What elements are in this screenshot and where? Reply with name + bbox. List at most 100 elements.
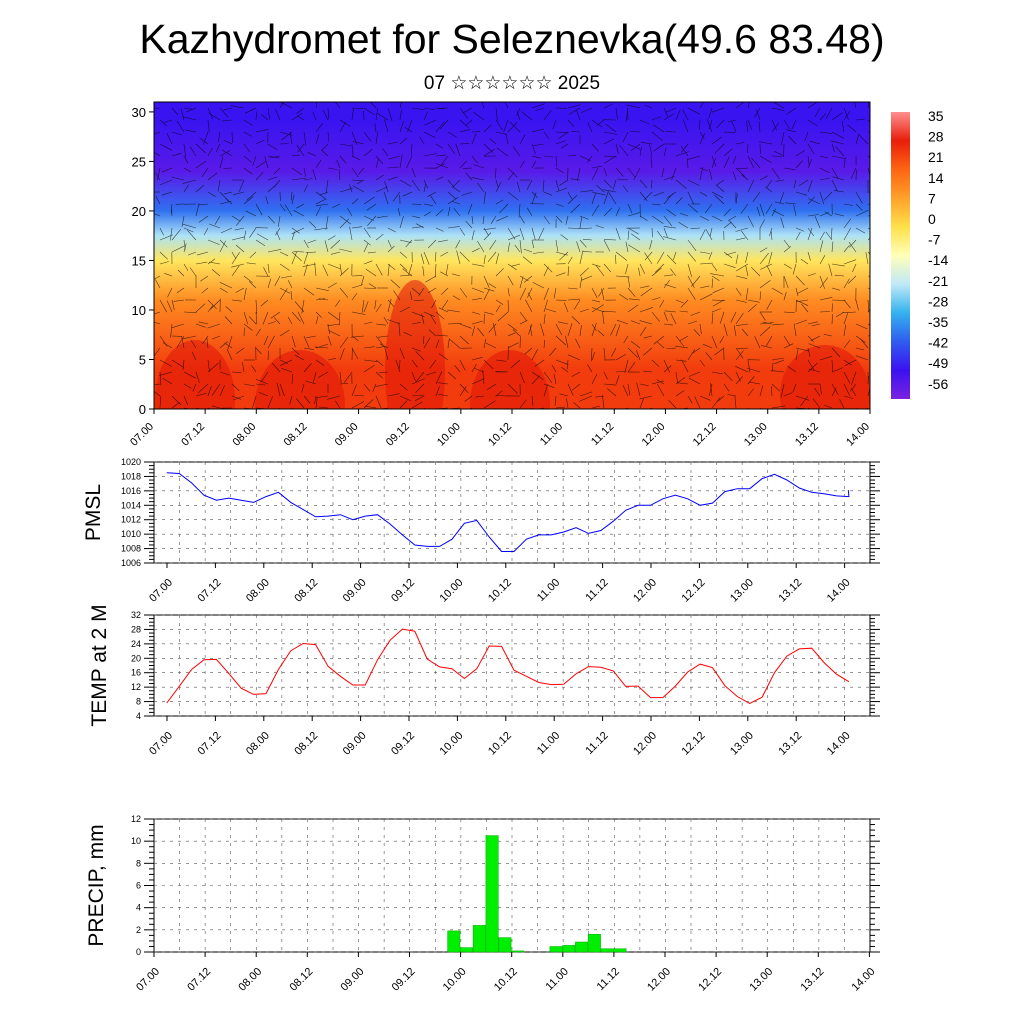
wind-barb: [563, 302, 569, 313]
wind-barb: [167, 287, 173, 298]
wind-barb: [351, 167, 359, 178]
wind-barb: [176, 335, 185, 348]
wind-barb: [330, 239, 341, 249]
wind-barb: [375, 395, 382, 409]
wind-barb: [303, 363, 312, 373]
wind-barb: [183, 371, 196, 379]
wind-barb: [855, 209, 869, 217]
wind-barb: [766, 335, 773, 346]
wind-barb: [303, 252, 309, 265]
wind-barb: [231, 383, 240, 392]
wind-barb: [699, 133, 705, 145]
wind-barb: [318, 406, 329, 409]
wind-barb: [483, 311, 494, 315]
wind-barb: [423, 335, 425, 345]
wind-barb: [625, 241, 629, 253]
wind-barb: [495, 119, 503, 130]
wind-barb: [615, 375, 620, 385]
wind-barb: [639, 285, 650, 289]
wind-barb: [159, 119, 168, 127]
wind-barb: [740, 203, 749, 214]
wind-barb: [844, 359, 857, 366]
wind-barb: [303, 395, 311, 404]
wind-barb: [437, 107, 449, 109]
wind-barb: [688, 377, 701, 385]
wind-barb: [567, 227, 580, 229]
wind-barb: [293, 251, 305, 253]
wind-barb: [587, 122, 593, 133]
wind-barb: [771, 119, 777, 131]
wind-barb: [848, 241, 857, 253]
wind-barb: [555, 323, 563, 336]
wind-barb: [843, 157, 846, 169]
wind-barb: [627, 227, 639, 235]
x-tick-label: 11.00: [544, 966, 571, 993]
wind-barb: [435, 407, 437, 409]
wind-barb: [351, 311, 366, 315]
wind-barb: [551, 364, 557, 373]
wind-barb: [831, 287, 840, 291]
wind-barb: [296, 203, 305, 209]
wind-barb: [531, 192, 537, 205]
wind-barb: [243, 155, 252, 163]
wind-barb: [339, 143, 352, 147]
wind-barb: [666, 254, 677, 265]
wind-barb: [579, 215, 589, 220]
wind-barb: [303, 335, 310, 348]
wind-barb: [814, 216, 821, 229]
wind-barb: [552, 119, 557, 130]
wind-barb: [322, 264, 329, 277]
wind-barb: [335, 299, 341, 307]
wind-barb: [699, 359, 705, 367]
wind-barb: [675, 390, 685, 397]
wind-barb: [447, 191, 457, 200]
wind-barb: [774, 359, 785, 364]
wind-barb: [398, 322, 401, 337]
wind-barb: [555, 239, 559, 252]
wind-barb: [603, 131, 618, 135]
wind-barb: [312, 111, 317, 121]
wind-barb: [339, 348, 345, 361]
wind-barb: [255, 111, 258, 121]
wind-barb: [440, 271, 449, 277]
wind-barb: [783, 335, 791, 346]
wind-barb: [154, 383, 161, 386]
wind-barb: [255, 383, 266, 386]
wind-barb: [231, 371, 242, 374]
wind-barb: [663, 274, 674, 277]
x-tick-label: 10.12: [486, 421, 514, 449]
wind-barb: [591, 204, 600, 217]
wind-barb: [752, 191, 761, 203]
wind-barb: [653, 191, 665, 197]
wind-barb: [615, 354, 626, 361]
wind-barb: [603, 383, 617, 386]
wind-barb: [471, 215, 474, 225]
wind-barb: [843, 107, 849, 120]
wind-barb: [711, 155, 717, 167]
wind-barb: [699, 102, 705, 109]
wind-barb: [375, 186, 388, 193]
wind-barb: [699, 215, 710, 221]
wind-barb: [711, 371, 723, 375]
wind-barb: [769, 227, 773, 237]
wind-barb: [171, 131, 183, 136]
wind-barb: [679, 212, 689, 217]
wind-barb: [524, 275, 533, 283]
wind-barb: [835, 146, 845, 157]
wind-barb: [543, 383, 555, 388]
wind-barb: [418, 287, 425, 297]
wind-barb: [627, 304, 639, 313]
wind-barb: [771, 357, 784, 361]
wind-barb: [723, 208, 731, 217]
wind-barb: [399, 347, 405, 360]
wind-barb: [366, 203, 377, 211]
wind-barb: [808, 198, 821, 205]
wind-barb: [495, 179, 499, 189]
wind-barb: [783, 392, 793, 397]
wind-barb: [831, 359, 833, 372]
wind-barb: [246, 262, 257, 265]
y-tick-label: 8: [136, 697, 141, 707]
wind-barb: [207, 323, 221, 329]
wind-barb: [245, 210, 257, 217]
wind-barb: [435, 209, 444, 217]
